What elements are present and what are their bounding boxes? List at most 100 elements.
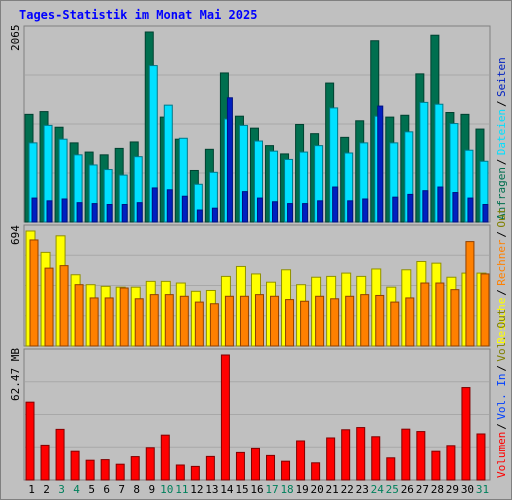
legend-out: Out [495,208,508,228]
volumen-bar [235,451,245,481]
day-label: 26 [401,483,414,496]
day-label: 12 [190,483,203,496]
volumen-bar [281,460,291,481]
legend-separator: / [495,289,508,296]
day-label: 9 [148,483,155,496]
day-label: 15 [235,483,248,496]
day-label: 19 [295,483,308,496]
day-label: 22 [341,483,354,496]
rechner-bar [330,298,340,347]
chart-title: Tages-Statistik im Monat Mai 2025 [19,8,258,22]
day-label: 3 [58,483,65,496]
day-label: 30 [461,483,474,496]
hits-max-label: 2065 [9,25,22,52]
day-label: 16 [250,483,263,496]
rechner-bar [194,301,204,347]
legend-separator: / [495,100,508,107]
seiten-bar [136,202,143,223]
rechner-bar [119,287,129,347]
rechner-bar [164,294,174,347]
seiten-bar [121,204,128,223]
rechner-bar [375,294,385,347]
seiten-bar [452,192,459,223]
volumen-bar [100,459,110,481]
day-label: 18 [280,483,293,496]
volumen-bar [220,354,230,481]
volumen-bar [311,462,321,481]
rechner-bar [405,297,415,347]
volumen-bar [431,450,441,481]
seiten-bar [46,200,53,223]
seiten-bar [317,200,324,223]
legend-anfragen: Anfragen [495,167,508,220]
volumen-bar [190,465,200,481]
day-label: 23 [356,483,369,496]
day-label: 11 [175,483,188,496]
day-label: 1 [28,483,35,496]
legend-vol-out: Vol. Out [495,309,508,362]
rechner-bar [270,295,280,347]
seiten-bar [467,197,474,223]
day-label: 8 [133,483,140,496]
seiten-bar [302,203,309,223]
seiten-bar [91,203,98,223]
seiten-bar [106,204,113,223]
rechner-bar [345,295,355,347]
day-label: 27 [416,483,429,496]
volumen-bar [205,455,215,481]
day-label: 21 [326,483,339,496]
rechner-bar [254,294,264,347]
volumen-bar [145,447,155,481]
volumen-bar [296,440,306,481]
day-label: 20 [311,483,324,496]
rechner-bar [420,282,430,347]
rechner-bar [209,303,219,347]
rechner-bar [239,295,249,347]
visits-max-label: 694 [9,225,22,245]
volumen-bar [40,444,50,481]
day-label: 29 [446,483,459,496]
seiten-bar [226,97,233,223]
legend-rechner: Rechner [495,239,508,286]
legend-separator: / [495,423,508,430]
rechner-bar [29,239,39,347]
seiten-bar [61,198,68,223]
volumen-bar [115,463,125,481]
rechner-bar [74,284,84,347]
volumen-bar [70,450,80,481]
volume-max-label: 62.47 MB [9,348,22,401]
seiten-bar [181,195,188,223]
day-label: 13 [205,483,218,496]
volumen-bar [341,429,351,481]
volumen-bar [461,387,471,481]
volumen-bar [476,433,486,481]
seiten-bar [287,203,294,223]
seiten-bar [151,187,158,223]
volumen-bar [326,437,336,481]
seiten-bar [272,201,279,223]
volumen-bar [371,436,381,481]
rechner-bar [480,273,490,347]
seiten-bar [422,190,429,223]
volumen-bar [356,427,366,481]
seiten-bar [211,207,218,223]
rechner-bar [89,297,99,347]
legend-vol-in: Vol. In [495,373,508,419]
seiten-bar [76,202,83,223]
day-label: 6 [103,483,110,496]
seiten-bar [256,197,263,223]
rechner-bar [435,282,445,347]
day-label: 25 [386,483,399,496]
rechner-bar [59,265,69,347]
day-label: 4 [73,483,80,496]
rechner-bar [360,294,370,347]
volumen-bar [416,431,426,481]
day-label: 14 [220,483,234,496]
legend-separator: / [495,159,508,166]
rechner-bar [465,241,475,347]
day-label: 17 [265,483,278,496]
seiten-bar [377,105,384,223]
volumen-bar [55,428,65,481]
rechner-bar [44,267,54,347]
